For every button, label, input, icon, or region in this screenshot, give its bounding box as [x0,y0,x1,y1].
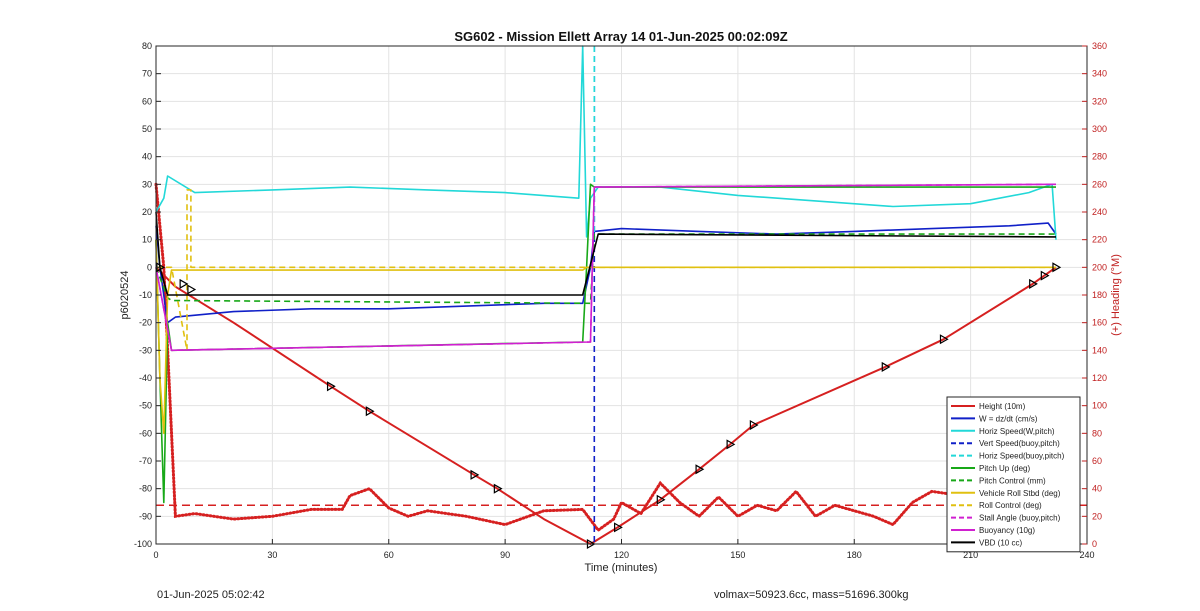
y-tick-label-right: 20 [1092,511,1102,521]
y-axis-label-left: p6020524 [119,271,131,320]
legend-label: Vert Speed(buoy,pitch) [979,439,1060,448]
y-tick-label-left: 40 [142,152,152,162]
y-tick-label-left: 70 [142,69,152,79]
legend-label: Vehicle Roll Stbd (deg) [979,489,1061,498]
legend-label: Stall Angle (buoy,pitch) [979,514,1061,523]
legend-label: Buoyancy (10g) [979,526,1035,535]
y-tick-label-right: 100 [1092,401,1107,411]
chart-title: SG602 - Mission Ellett Array 14 01-Jun-2… [454,29,787,44]
heading-series [154,182,1087,533]
y-tick-label-left: -30 [139,345,152,355]
height-marker [493,483,503,494]
series-line [155,45,1057,240]
legend-label: Pitch Up (deg) [979,464,1030,473]
legend-label: Roll Control (deg) [979,501,1042,510]
height-marker [187,284,197,295]
y-tick-label-left: 50 [142,124,152,134]
y-tick-label-right: 0 [1092,539,1097,549]
y-tick-label-right: 280 [1092,152,1107,162]
y-tick-label-left: 60 [142,96,152,106]
x-tick-label: 240 [1079,550,1094,560]
height-marker [1052,262,1062,273]
y-tick-label-left: -80 [139,484,152,494]
x-tick-label: 30 [267,550,277,560]
y-axis-label-right: (+) Heading (°M) [1110,254,1122,336]
y-tick-label-right: 240 [1092,207,1107,217]
y-tick-label-right: 340 [1092,69,1107,79]
series-line [155,266,1057,545]
heading-trace [154,182,1058,533]
x-tick-label: 60 [384,550,394,560]
legend: Height (10m) W = dz/dt (cm/s) Horiz Speed(… [946,396,1081,553]
y-tick-label-right: 200 [1092,262,1107,272]
height-marker [695,464,705,475]
y-tick-label-right: 120 [1092,373,1107,383]
y-tick-label-left: -100 [134,539,152,549]
x-tick-label: 0 [153,550,158,560]
series-line [155,211,1057,296]
x-tick-label: 150 [730,550,745,560]
series-line [155,183,1057,352]
y-tick-label-left: -50 [139,401,152,411]
footer-timestamp: 01-Jun-2025 05:02:42 [157,589,265,601]
y-tick-label-right: 40 [1092,484,1102,494]
y-tick-label-right: 160 [1092,318,1107,328]
legend-label: VBD (10 cc) [979,538,1022,547]
series-line [155,222,1057,324]
y-tick-label-left: -10 [139,290,152,300]
y-tick-label-right: 60 [1092,456,1102,466]
height-marker [726,439,736,450]
height-markers [156,262,1062,550]
x-tick-label: 90 [500,550,510,560]
y-tick-label-left: 80 [142,41,152,51]
footer-volmax-mass: volmax=50923.6cc, mass=51696.300kg [714,589,909,601]
y-tick-label-right: 80 [1092,428,1102,438]
y-tick-label-right: 360 [1092,41,1107,51]
y-tick-label-right: 220 [1092,235,1107,245]
series-layer [155,45,1057,545]
legend-label: Horiz Speed(W,pitch) [979,427,1055,436]
height-marker [939,334,949,345]
height-marker [1040,270,1050,281]
height-marker [1029,278,1038,289]
y-tick-label-left: 10 [142,235,152,245]
legend-label: Height (10m) [979,402,1026,411]
y-tick-label-right: 320 [1092,96,1107,106]
x-tick-label: 210 [963,550,978,560]
y-tick-label-left: 30 [142,179,152,189]
x-axis-label: Time (minutes) [585,562,658,574]
height-marker [656,494,666,505]
height-marker [881,361,891,372]
y-tick-label-right: 260 [1092,179,1107,189]
height-marker [179,278,189,289]
legend-label: Horiz Speed(buoy,pitch) [979,452,1065,461]
y-tick-label-left: -90 [139,511,152,521]
legend-label: Pitch Control (mm) [979,476,1046,485]
y-tick-label-left: -40 [139,373,152,383]
height-marker [470,469,480,480]
legend-label: W = dz/dt (cm/s) [979,414,1038,423]
x-tick-label: 120 [614,550,629,560]
y-tick-label-right: 140 [1092,345,1107,355]
legend-box [946,396,1081,553]
height-marker [365,406,375,417]
height-marker [749,419,759,431]
y-tick-label-left: -70 [139,456,152,466]
y-tick-label-left: -60 [139,428,152,438]
y-tick-label-left: -20 [139,318,152,328]
x-tick-label: 180 [847,550,862,560]
y-tick-label-right: 300 [1092,124,1107,134]
y-tick-label-left: 0 [147,262,152,272]
y-tick-label-left: 20 [142,207,152,217]
height-marker [326,381,336,392]
height-marker [614,522,623,533]
axes: 0 30 60 90 120 150 180 210 240-100-90-80-70-60-5… [134,41,1107,560]
y-tick-label-right: 180 [1092,290,1107,300]
